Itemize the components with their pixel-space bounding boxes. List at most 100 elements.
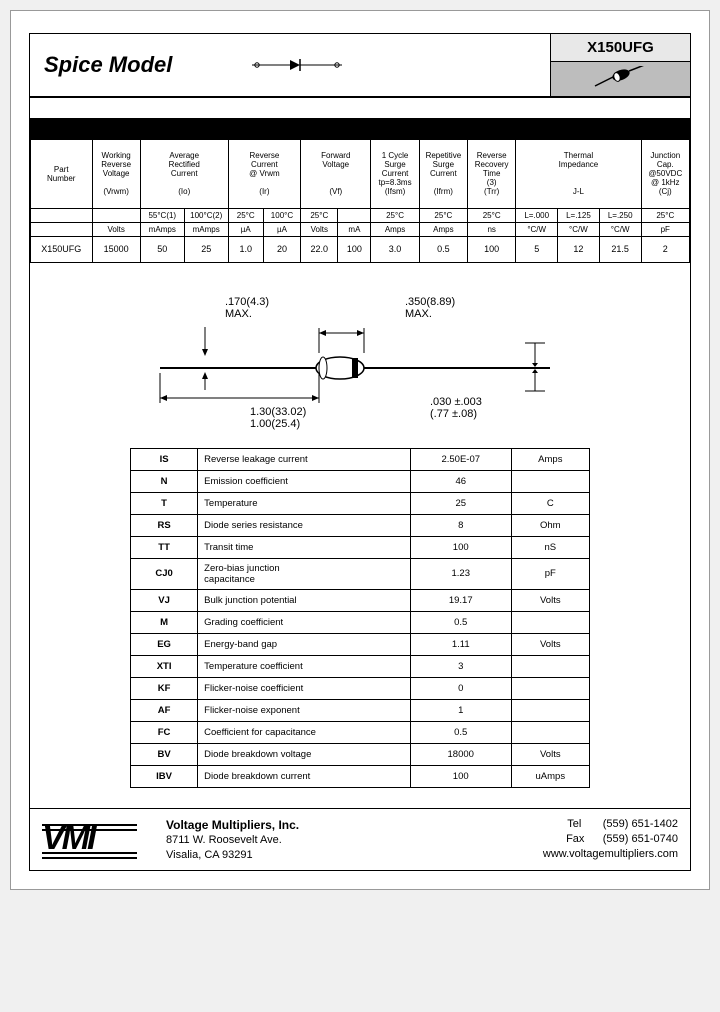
spice-cell-sym: IBV	[131, 765, 198, 787]
title-cell: Spice Model	[30, 34, 550, 96]
spice-cell-unit: Volts	[511, 589, 589, 611]
spec-cell: 3.0	[371, 236, 419, 262]
spec-cell: 25°C	[228, 208, 263, 222]
spec-cell: ns	[468, 222, 516, 236]
dim-body-len: .350(8.89)MAX.	[405, 296, 455, 320]
spice-cell-val: 46	[410, 470, 511, 492]
spice-cell-unit: Amps	[511, 448, 589, 470]
spec-header: Part Number	[31, 140, 93, 208]
spec-cell: 55°C(1)	[140, 208, 184, 222]
spice-cell-val: 100	[410, 765, 511, 787]
spec-cell: X150UFG	[31, 236, 93, 262]
spice-row: KFFlicker-noise coefficient0	[131, 677, 590, 699]
spec-cell: L=.125	[558, 208, 600, 222]
spec-cell: 25°C	[468, 208, 516, 222]
spice-cell-val: 25	[410, 492, 511, 514]
spice-row: BVDiode breakdown voltage18000Volts	[131, 743, 590, 765]
spice-cell-val: 100	[410, 536, 511, 558]
spec-cell: Volts	[92, 222, 140, 236]
tel-label: Tel	[567, 818, 581, 830]
spice-row: VJBulk junction potential19.17Volts	[131, 589, 590, 611]
spec-cell	[338, 208, 371, 222]
company-address: Voltage Multipliers, Inc. 8711 W. Roosev…	[166, 817, 529, 863]
spec-header: Forward Voltage (Vf)	[301, 140, 371, 208]
spice-cell-desc: Diode breakdown current	[198, 765, 411, 787]
spec-cell: 20	[263, 236, 300, 262]
spice-cell-desc: Temperature	[198, 492, 411, 514]
spice-cell-val: 1	[410, 699, 511, 721]
header-row: Spice Model X150UFG	[30, 34, 690, 96]
part-package-icon	[551, 62, 690, 96]
spice-cell-desc: Zero-bias junction capacitance	[198, 558, 411, 589]
spec-cell: 25°C	[301, 208, 338, 222]
spice-cell-unit	[511, 699, 589, 721]
spice-cell-unit: Ohm	[511, 514, 589, 536]
spice-cell-val: 19.17	[410, 589, 511, 611]
fax-number: (559) 651-0740	[603, 833, 678, 845]
spice-cell-sym: T	[131, 492, 198, 514]
spice-row: XTITemperature coefficient3	[131, 655, 590, 677]
spice-cell-unit	[511, 721, 589, 743]
spice-cell-desc: Diode series resistance	[198, 514, 411, 536]
dimension-drawing: .170(4.3)MAX. .350(8.89)MAX. 1.30(33.02)	[30, 273, 690, 438]
spice-row: AFFlicker-noise exponent1	[131, 699, 590, 721]
vmi-logo-icon: VMI	[42, 817, 152, 861]
spice-cell-unit: Volts	[511, 743, 589, 765]
datasheet-page: Spice Model X150UFG	[10, 10, 710, 890]
spice-row: IBVDiode breakdown current100uAmps	[131, 765, 590, 787]
spice-cell-desc: Flicker-noise coefficient	[198, 677, 411, 699]
spec-cell: µA	[228, 222, 263, 236]
spice-cell-sym: IS	[131, 448, 198, 470]
spice-cell-unit: uAmps	[511, 765, 589, 787]
spec-cell: 50	[140, 236, 184, 262]
spice-cell-desc: Coefficient for capacitance	[198, 721, 411, 743]
website-url: www.voltagemultipliers.com	[543, 847, 678, 862]
contact-block: Tel (559) 651-1402 Fax (559) 651-0740 ww…	[543, 817, 678, 862]
diode-symbol-icon	[252, 55, 342, 75]
spice-cell-val: 0	[410, 677, 511, 699]
spec-cell: 5	[516, 236, 558, 262]
tel-number: (559) 651-1402	[603, 818, 678, 830]
spice-cell-sym: TT	[131, 536, 198, 558]
spice-row: NEmission coefficient46	[131, 470, 590, 492]
spice-row: MGrading coefficient0.5	[131, 611, 590, 633]
spice-row: ISReverse leakage current2.50E-07Amps	[131, 448, 590, 470]
spice-cell-desc: Bulk junction potential	[198, 589, 411, 611]
spice-row: CJ0Zero-bias junction capacitance1.23pF	[131, 558, 590, 589]
spice-cell-desc: Flicker-noise exponent	[198, 699, 411, 721]
spec-cell: 22.0	[301, 236, 338, 262]
spice-cell-sym: RS	[131, 514, 198, 536]
spice-cell-sym: KF	[131, 677, 198, 699]
part-number-label: X150UFG	[551, 34, 690, 62]
spice-cell-desc: Grading coefficient	[198, 611, 411, 633]
spice-cell-unit	[511, 677, 589, 699]
spice-cell-val: 3	[410, 655, 511, 677]
spice-cell-desc: Diode breakdown voltage	[198, 743, 411, 765]
spec-cell: 15000	[92, 236, 140, 262]
spice-cell-sym: AF	[131, 699, 198, 721]
address-line-1: 8711 W. Roosevelt Ave.	[166, 833, 529, 848]
spice-cell-sym: BV	[131, 743, 198, 765]
fax-label: Fax	[566, 833, 584, 845]
spice-cell-desc: Reverse leakage current	[198, 448, 411, 470]
spec-header: Average Rectified Current (Io)	[140, 140, 228, 208]
spice-cell-desc: Emission coefficient	[198, 470, 411, 492]
spec-cell: 12	[558, 236, 600, 262]
spec-cell: Amps	[419, 222, 467, 236]
spec-cell: 0.5	[419, 236, 467, 262]
spec-cell: 100	[338, 236, 371, 262]
spice-cell-sym: CJ0	[131, 558, 198, 589]
spice-cell-val: 1.11	[410, 633, 511, 655]
spec-cell: L=.250	[599, 208, 641, 222]
address-line-2: Visalia, CA 93291	[166, 848, 529, 863]
spec-header: Reverse Recovery Time (3) (Trr)	[468, 140, 516, 208]
spice-row: RSDiode series resistance8Ohm	[131, 514, 590, 536]
spec-table: Part NumberWorking Reverse Voltage (Vrwm…	[30, 140, 690, 263]
spec-cell: L=.000	[516, 208, 558, 222]
spice-cell-sym: N	[131, 470, 198, 492]
spec-cell	[31, 222, 93, 236]
header-divider	[30, 96, 690, 98]
spice-cell-val: 8	[410, 514, 511, 536]
spec-cell: 100°C	[263, 208, 300, 222]
spice-cell-sym: XTI	[131, 655, 198, 677]
